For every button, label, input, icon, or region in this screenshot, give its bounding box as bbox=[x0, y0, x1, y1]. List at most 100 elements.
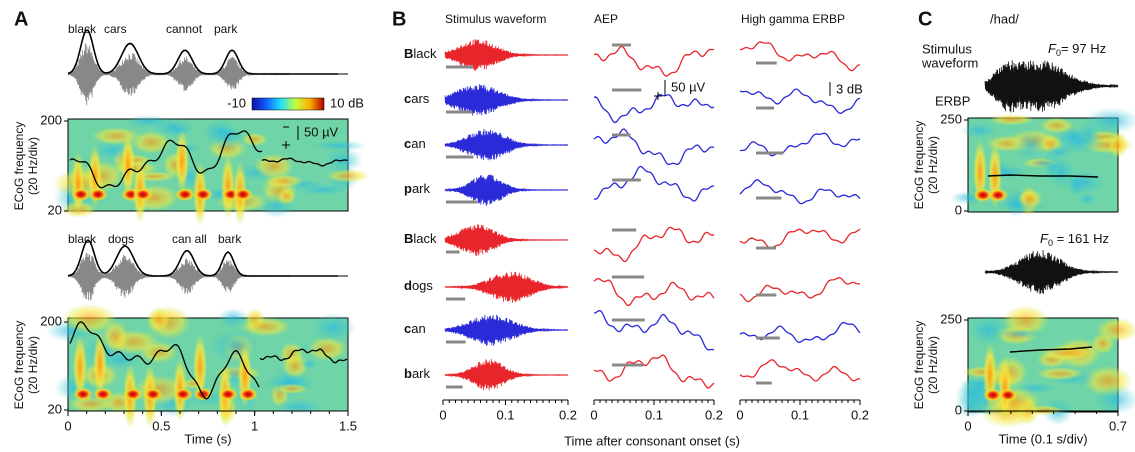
f0-symbol: F bbox=[1040, 231, 1049, 246]
x-tick-label: 0.5 bbox=[152, 418, 170, 433]
spectrogram-patch bbox=[208, 328, 261, 362]
stimulus-waveform bbox=[444, 84, 569, 116]
spectrogram-patch bbox=[973, 188, 993, 203]
aep-trace bbox=[593, 45, 715, 77]
word-rest: lack bbox=[413, 231, 437, 246]
spectrogram-patch bbox=[1028, 158, 1067, 170]
word-rest: ark bbox=[412, 366, 431, 381]
spectrogram-patch bbox=[91, 126, 141, 145]
word-label: cars bbox=[404, 91, 430, 106]
x-tick-label: 0 bbox=[964, 418, 971, 433]
word-initial: c bbox=[404, 91, 411, 106]
spectrogram-patch bbox=[73, 334, 87, 400]
neural-trace bbox=[259, 348, 348, 364]
spectrogram-patch bbox=[1035, 367, 1085, 381]
spectrogram-patch bbox=[146, 307, 172, 333]
stimulus-label: waveform bbox=[921, 55, 978, 70]
y-axis-label: ECoG frequency bbox=[912, 321, 926, 410]
stimulus-waveform bbox=[444, 174, 569, 207]
x-tick-label: 0.1 bbox=[645, 407, 663, 422]
x-tick-label: 0 bbox=[736, 407, 743, 422]
word-initial: c bbox=[404, 321, 411, 336]
spectrogram-patch bbox=[1002, 305, 1050, 337]
y-axis-label: ECoG frequency bbox=[12, 321, 26, 410]
x-tick-label: 0 bbox=[64, 418, 71, 433]
spectrogram-patch bbox=[1095, 317, 1135, 343]
scale-bar-label: 50 µV bbox=[304, 124, 339, 139]
word-initial: d bbox=[404, 278, 412, 293]
spectrogram-patch bbox=[241, 132, 269, 147]
word-label: park bbox=[214, 22, 238, 36]
word-rest: ars bbox=[411, 91, 430, 106]
erbp-trace bbox=[739, 132, 861, 157]
stimulus-waveform bbox=[984, 60, 1119, 113]
y-tick-label: 200 bbox=[40, 313, 62, 328]
y-tick-label: 200 bbox=[40, 112, 62, 127]
erbp-trace bbox=[739, 277, 861, 303]
y-axis-label: ECoG frequency bbox=[12, 122, 26, 211]
colorbar bbox=[251, 97, 325, 111]
f0-label: F0= 97 Hz bbox=[1048, 41, 1106, 58]
aep-trace bbox=[593, 226, 715, 263]
spectrogram-patch bbox=[988, 188, 1008, 203]
spectrogram-patch bbox=[325, 168, 370, 183]
spectrogram-patch bbox=[71, 187, 91, 202]
aep-trace bbox=[593, 165, 715, 202]
word-label: bark bbox=[218, 232, 242, 246]
colorbar-tick-label: 10 dB bbox=[330, 95, 364, 110]
spectrogram-patch bbox=[310, 312, 356, 343]
x-tick-label: 0.2 bbox=[851, 407, 869, 422]
aep-trace bbox=[593, 128, 715, 166]
y-tick-label: 20 bbox=[48, 401, 62, 416]
spectrogram-patch bbox=[275, 383, 309, 395]
spectrogram-patch bbox=[175, 128, 189, 194]
erbp-trace bbox=[739, 88, 861, 115]
spectrogram-patch bbox=[88, 187, 108, 202]
word-label: can all bbox=[172, 232, 207, 246]
stimulus-waveform bbox=[444, 271, 569, 303]
colorbar-tick-label: -10 bbox=[227, 95, 246, 110]
x-tick-label: 0.7 bbox=[1109, 418, 1127, 433]
spectrogram-patch bbox=[217, 308, 250, 329]
spectrogram-patch bbox=[988, 114, 1035, 126]
word-label: black bbox=[68, 22, 97, 36]
x-tick-label: 0.2 bbox=[559, 407, 577, 422]
spectrogram-patch bbox=[276, 187, 297, 205]
word-label: dogs bbox=[404, 278, 433, 293]
aep-trace bbox=[593, 93, 715, 124]
aep-trace bbox=[593, 309, 715, 351]
panel-label: B bbox=[392, 8, 406, 30]
x-tick-label: 1.5 bbox=[339, 418, 357, 433]
f0-symbol: F bbox=[1048, 41, 1057, 56]
spectrogram-patch bbox=[983, 388, 1003, 403]
neural-trace bbox=[261, 157, 348, 167]
y-axis-label: ECoG frequency bbox=[912, 121, 926, 210]
f0-sub: 0 bbox=[1048, 238, 1053, 248]
erbp-trace bbox=[739, 41, 861, 72]
f0-label: F0 = 161 Hz bbox=[1040, 231, 1109, 248]
spectrogram-patch bbox=[998, 388, 1018, 403]
spectrogram-patch bbox=[1077, 192, 1097, 206]
y-tick-label: 20 bbox=[48, 202, 62, 217]
spectrogram-patch bbox=[173, 387, 193, 402]
spectrogram-patch bbox=[130, 130, 172, 155]
word-label: Black bbox=[404, 231, 437, 246]
stimulus-waveform bbox=[444, 358, 569, 391]
spectrogram-patch bbox=[273, 399, 325, 414]
column-header: AEP bbox=[594, 12, 618, 26]
word-label: dogs bbox=[108, 232, 134, 246]
word-label: bark bbox=[404, 366, 431, 381]
erbp-trace bbox=[739, 179, 861, 205]
word-rest: ark bbox=[412, 181, 431, 196]
spectrogram-patch bbox=[133, 187, 153, 202]
spectrogram-patch bbox=[1107, 132, 1128, 159]
spectrogram-patch bbox=[299, 358, 319, 370]
erbp-label: ERBP bbox=[935, 93, 970, 108]
stimulus-waveform bbox=[984, 250, 1119, 295]
stimulus-waveform bbox=[444, 224, 569, 257]
word-label: cannot bbox=[166, 22, 203, 36]
spectrogram-patch bbox=[1017, 188, 1043, 210]
word-rest: lack bbox=[413, 46, 437, 61]
scale-bar-label: 3 dB bbox=[836, 81, 863, 96]
x-tick-label: 0.1 bbox=[791, 407, 809, 422]
